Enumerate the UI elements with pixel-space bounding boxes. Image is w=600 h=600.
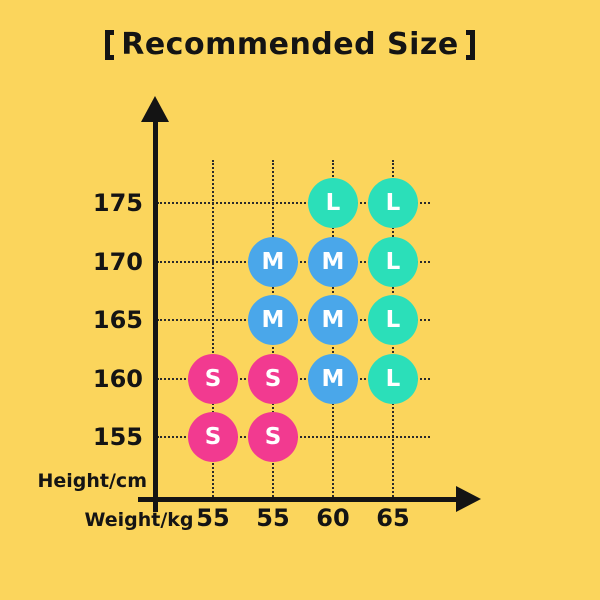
lenticular-bracket-left-icon	[105, 29, 115, 60]
x-axis-line	[138, 497, 458, 502]
x-tick-label: 60	[316, 504, 350, 532]
y-tick-label: 175	[92, 189, 143, 217]
x-tick-label: 55	[256, 504, 290, 532]
y-tick-label: 160	[92, 365, 143, 393]
page-title: Recommended Size	[0, 27, 580, 62]
size-marker-L: L	[368, 354, 418, 404]
size-marker-S: S	[188, 354, 238, 404]
size-marker-S: S	[248, 412, 298, 462]
y-tick-label: 170	[92, 248, 143, 276]
y-axis-line	[153, 115, 158, 512]
size-marker-M: M	[248, 295, 298, 345]
y-axis-arrow-icon	[141, 96, 169, 122]
size-marker-S: S	[188, 412, 238, 462]
size-marker-M: M	[308, 295, 358, 345]
size-marker-S: S	[248, 354, 298, 404]
x-axis-arrow-icon	[456, 486, 481, 512]
horizontal-gridline	[157, 202, 430, 204]
x-tick-label: 65	[376, 504, 410, 532]
x-axis-label: Weight/kg	[84, 509, 194, 531]
size-marker-M: M	[308, 354, 358, 404]
size-marker-L: L	[368, 237, 418, 287]
size-marker-L: L	[368, 295, 418, 345]
size-marker-L: L	[368, 178, 418, 228]
size-marker-M: M	[248, 237, 298, 287]
y-tick-label: 165	[92, 306, 143, 334]
x-tick-label: 55	[196, 504, 230, 532]
size-marker-L: L	[308, 178, 358, 228]
page-title-text: Recommended Size	[121, 27, 459, 62]
vertical-gridline	[212, 160, 214, 497]
lenticular-bracket-right-icon	[465, 29, 475, 60]
size-marker-M: M	[308, 237, 358, 287]
y-tick-label: 155	[92, 423, 143, 451]
y-axis-label: Height/cm	[37, 470, 147, 492]
